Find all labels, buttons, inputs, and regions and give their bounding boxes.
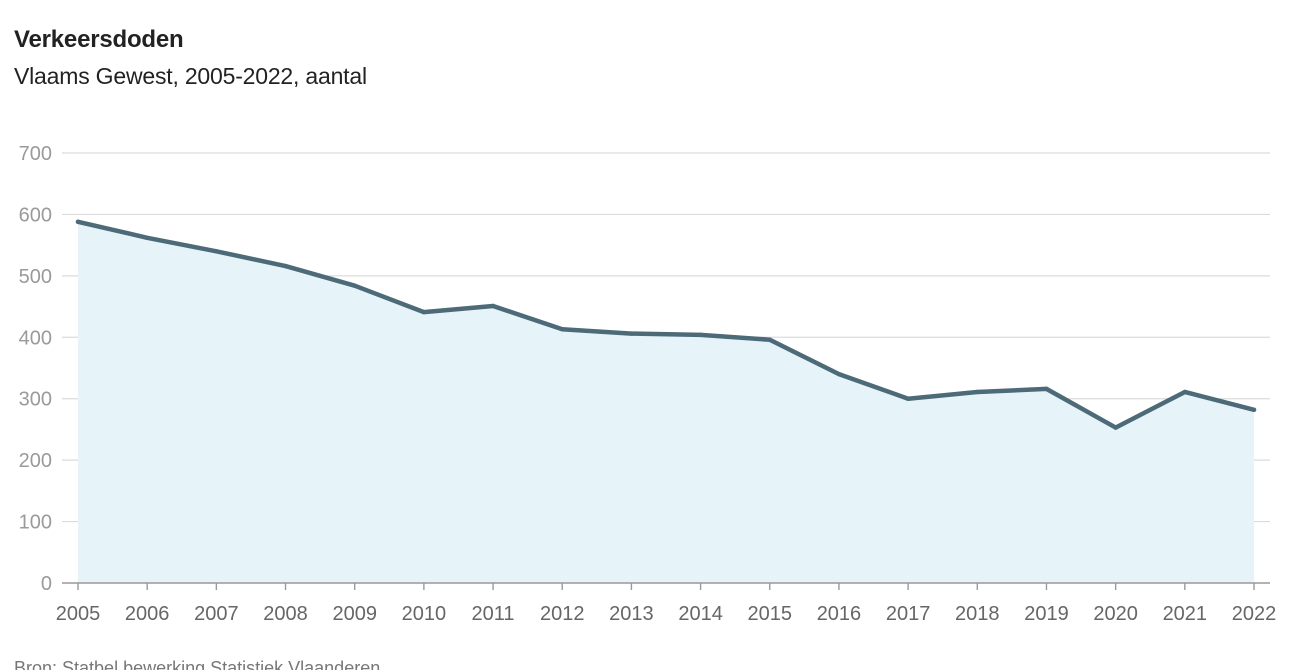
- data-point: [1182, 389, 1188, 395]
- x-tick-label: 2005: [56, 603, 101, 625]
- data-point: [836, 371, 842, 377]
- data-point: [905, 396, 911, 401]
- x-tick-label: 2009: [332, 603, 377, 625]
- series-line-path: [75, 219, 1257, 430]
- x-tick-label: 2018: [955, 603, 1000, 625]
- data-point: [629, 331, 634, 336]
- x-tick-label: 2019: [1024, 603, 1069, 625]
- data-point: [1113, 425, 1118, 430]
- data-point: [698, 332, 703, 338]
- data-point: [975, 389, 980, 395]
- x-tick-label: 2021: [1163, 603, 1208, 625]
- x-tick-label: 2016: [817, 603, 862, 625]
- x-tick-label: 2013: [609, 603, 654, 625]
- x-tick-label: 2010: [402, 603, 447, 625]
- data-point: [352, 283, 357, 288]
- x-tick-label: 2017: [886, 603, 931, 625]
- data-point: [144, 235, 150, 240]
- x-tick-label: 2014: [678, 603, 723, 625]
- y-tick-label: 100: [19, 512, 52, 534]
- data-point: [214, 249, 219, 254]
- x-tick-label: 2015: [748, 603, 793, 625]
- chart-title: Verkeersdoden: [14, 26, 184, 53]
- x-axis: [62, 582, 1270, 590]
- data-point: [560, 327, 565, 332]
- x-tick-label: 2006: [125, 603, 170, 625]
- y-tick-label: 600: [19, 204, 52, 226]
- data-point: [283, 263, 288, 269]
- x-tick-label: 2020: [1093, 603, 1138, 625]
- y-tick-label: 700: [19, 143, 52, 165]
- data-point: [490, 303, 496, 309]
- y-tick-label: 500: [19, 266, 52, 288]
- y-tick-label: 200: [19, 450, 52, 472]
- area-fill: [78, 221, 1254, 584]
- chart-subtitle: Vlaams Gewest, 2005-2022, aantal: [14, 63, 367, 89]
- y-axis-labels: 0 100 200 300 400 500 600 700: [19, 143, 52, 595]
- x-tick-label: 2022: [1232, 603, 1277, 625]
- data-point: [75, 219, 81, 224]
- y-tick-label: 0: [41, 573, 52, 595]
- x-tick-label: 2007: [194, 603, 239, 625]
- data-point: [421, 309, 427, 315]
- data-point: [1044, 386, 1049, 392]
- y-tick-label: 400: [19, 327, 52, 349]
- x-axis-labels: 2005 2006 2007 2008 2009 2010 2011 2012 2013 2014…: [56, 603, 1277, 625]
- y-tick-label: 300: [19, 389, 52, 411]
- data-point: [1251, 407, 1257, 412]
- source-note: Bron: Statbel bewerking Statistiek Vlaan…: [14, 658, 381, 670]
- series-line: [75, 219, 1257, 430]
- x-tick-label: 2011: [472, 603, 515, 625]
- area-fill-shape: [78, 221, 1254, 584]
- x-tick-label: 2008: [263, 603, 308, 625]
- data-point: [767, 337, 772, 342]
- x-tick-label: 2012: [540, 603, 585, 625]
